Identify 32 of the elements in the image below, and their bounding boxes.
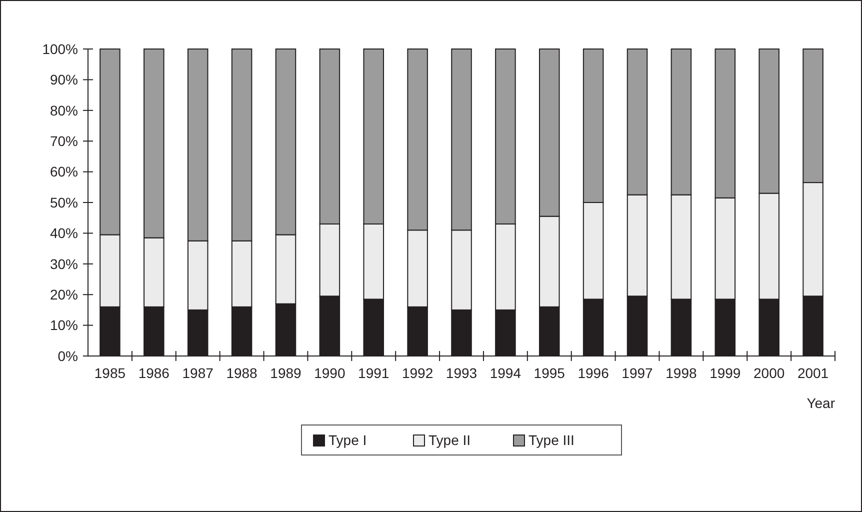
y-tick-label: 90% [50,72,78,88]
x-tick-label: 1987 [182,365,214,381]
y-tick-label: 70% [50,133,78,149]
x-tick-label: 1990 [314,365,346,381]
y-tick-label: 0% [58,348,78,364]
x-tick-label: 2000 [754,365,785,381]
x-tick-label: 1996 [578,365,610,381]
x-tick-label: 1992 [402,365,434,381]
x-tick-label: 2001 [797,365,829,381]
x-tick-label: 1988 [226,365,258,381]
x-tick-label: 1999 [710,365,741,381]
legend-label: Type I [328,432,367,448]
x-tick-label: 1998 [666,365,697,381]
y-tick-label: 50% [50,194,78,210]
x-tick-label: 1985 [94,365,126,381]
y-tick-label: 20% [50,286,78,302]
y-tick-label: 30% [50,256,78,272]
x-tick-label: 1986 [138,365,170,381]
legend-label: Type II [428,432,471,448]
legend-label: Type III [528,432,574,448]
x-axis-title: Year [806,395,836,411]
y-tick-label: 60% [50,164,78,180]
y-tick-label: 10% [50,317,78,334]
x-tick-label: 1995 [534,365,566,381]
x-tick-label: 1993 [446,365,478,381]
y-tick-label: 80% [50,102,78,118]
x-tick-label: 1997 [622,365,654,381]
y-tick-label: 40% [50,225,78,242]
x-tick-label: 1989 [270,365,302,381]
x-tick-label: 1991 [358,365,390,381]
x-tick-label: 1994 [490,365,522,381]
y-tick-label: 100% [42,40,78,57]
